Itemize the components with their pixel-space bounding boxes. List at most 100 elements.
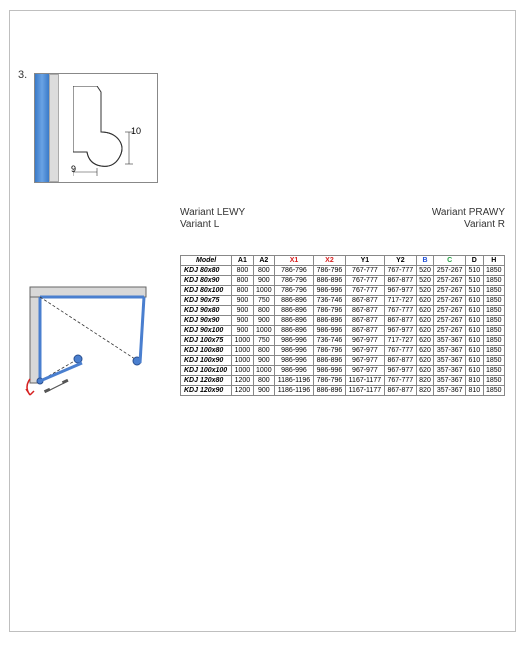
column-header: A2 (253, 256, 274, 266)
value-cell: 1000 (253, 286, 274, 296)
value-cell: 786-796 (275, 286, 314, 296)
value-cell: 800 (253, 346, 274, 356)
variant-left-line1: Wariant LEWY (180, 207, 245, 219)
model-cell: KDJ 120x90 (181, 386, 232, 396)
dimension-horizontal: 9 (71, 164, 76, 174)
dimension-vertical: 10 (131, 126, 141, 136)
value-cell: 886-896 (275, 326, 314, 336)
value-cell: 786-796 (313, 376, 345, 386)
table-row: KDJ 100x901000900986-996886-896967-97786… (181, 356, 505, 366)
value-cell: 736-746 (313, 296, 345, 306)
model-cell: KDJ 80x90 (181, 276, 232, 286)
value-cell: 1850 (483, 366, 505, 376)
value-cell: 900 (232, 326, 253, 336)
variant-headers: Wariant LEWY Variant L Wariant PRAWY Var… (180, 207, 505, 231)
value-cell: 786-796 (275, 276, 314, 286)
value-cell: 867-877 (345, 306, 384, 316)
value-cell: 886-896 (313, 316, 345, 326)
value-cell: 800 (253, 306, 274, 316)
value-cell: 867-877 (384, 316, 416, 326)
value-cell: 510 (466, 276, 483, 286)
value-cell: 610 (466, 336, 483, 346)
model-cell: KDJ 100x100 (181, 366, 232, 376)
table-row: KDJ 90x80900800886-896786-796867-877767-… (181, 306, 505, 316)
value-cell: 257-267 (434, 266, 466, 276)
column-header: D (466, 256, 483, 266)
value-cell: 1850 (483, 306, 505, 316)
value-cell: 810 (466, 376, 483, 386)
value-cell: 786-796 (275, 266, 314, 276)
value-cell: 1167-1177 (345, 376, 384, 386)
value-cell: 886-896 (313, 276, 345, 286)
value-cell: 800 (232, 276, 253, 286)
value-cell: 610 (466, 306, 483, 316)
table-row: KDJ 80x1008001000786-796986-996767-77796… (181, 286, 505, 296)
table-row: KDJ 90x90900900886-896886-896867-877867-… (181, 316, 505, 326)
value-cell: 1000 (232, 366, 253, 376)
value-cell: 357-367 (434, 366, 466, 376)
value-cell: 717-727 (384, 336, 416, 346)
value-cell: 967-977 (345, 366, 384, 376)
value-cell: 867-877 (384, 356, 416, 366)
value-cell: 257-267 (434, 326, 466, 336)
value-cell: 800 (232, 286, 253, 296)
value-cell: 867-877 (384, 386, 416, 396)
table-row: KDJ 90x75900750886-896736-746867-877717-… (181, 296, 505, 306)
value-cell: 786-796 (313, 306, 345, 316)
value-cell: 967-977 (345, 356, 384, 366)
value-cell: 1850 (483, 356, 505, 366)
table-row: KDJ 80x90800900786-796886-896767-777867-… (181, 276, 505, 286)
value-cell: 1200 (232, 376, 253, 386)
dimensions-table: ModelA1A2X1X2Y1Y2BCDH KDJ 80x80800800786… (180, 255, 505, 396)
topview-diagram (22, 281, 154, 401)
value-cell: 520 (416, 276, 433, 286)
value-cell: 786-796 (313, 266, 345, 276)
value-cell: 620 (416, 316, 433, 326)
model-cell: KDJ 120x80 (181, 376, 232, 386)
model-cell: KDJ 90x75 (181, 296, 232, 306)
column-header: Model (181, 256, 232, 266)
value-cell: 1000 (232, 346, 253, 356)
value-cell: 620 (416, 336, 433, 346)
variant-right-line2: Variant R (432, 219, 505, 231)
table-row: KDJ 120x8012008001186-1196786-7961167-11… (181, 376, 505, 386)
value-cell: 986-996 (313, 366, 345, 376)
table-row: KDJ 90x1009001000886-896986-996867-87796… (181, 326, 505, 336)
value-cell: 257-267 (434, 286, 466, 296)
value-cell: 357-367 (434, 346, 466, 356)
value-cell: 620 (416, 306, 433, 316)
value-cell: 610 (466, 366, 483, 376)
value-cell: 800 (253, 266, 274, 276)
value-cell: 820 (416, 386, 433, 396)
model-cell: KDJ 90x80 (181, 306, 232, 316)
value-cell: 986-996 (275, 356, 314, 366)
value-cell: 767-777 (384, 346, 416, 356)
value-cell: 1000 (232, 356, 253, 366)
model-cell: KDJ 90x90 (181, 316, 232, 326)
value-cell: 886-896 (275, 306, 314, 316)
value-cell: 357-367 (434, 376, 466, 386)
variant-right-line1: Wariant PRAWY (432, 207, 505, 219)
value-cell: 986-996 (313, 326, 345, 336)
glass-bar (35, 74, 49, 182)
value-cell: 1850 (483, 296, 505, 306)
value-cell: 867-877 (384, 276, 416, 286)
value-cell: 520 (416, 286, 433, 296)
value-cell: 620 (416, 366, 433, 376)
value-cell: 620 (416, 296, 433, 306)
value-cell: 257-267 (434, 296, 466, 306)
profile-diagram: 9 10 (34, 73, 158, 183)
value-cell: 510 (466, 266, 483, 276)
value-cell: 750 (253, 296, 274, 306)
value-cell: 610 (466, 296, 483, 306)
value-cell: 1850 (483, 266, 505, 276)
value-cell: 986-996 (275, 336, 314, 346)
value-cell: 357-367 (434, 336, 466, 346)
value-cell: 620 (416, 356, 433, 366)
value-cell: 900 (253, 276, 274, 286)
column-header: A1 (232, 256, 253, 266)
value-cell: 257-267 (434, 316, 466, 326)
value-cell: 1000 (253, 366, 274, 376)
value-cell: 1167-1177 (345, 386, 384, 396)
value-cell: 1850 (483, 276, 505, 286)
